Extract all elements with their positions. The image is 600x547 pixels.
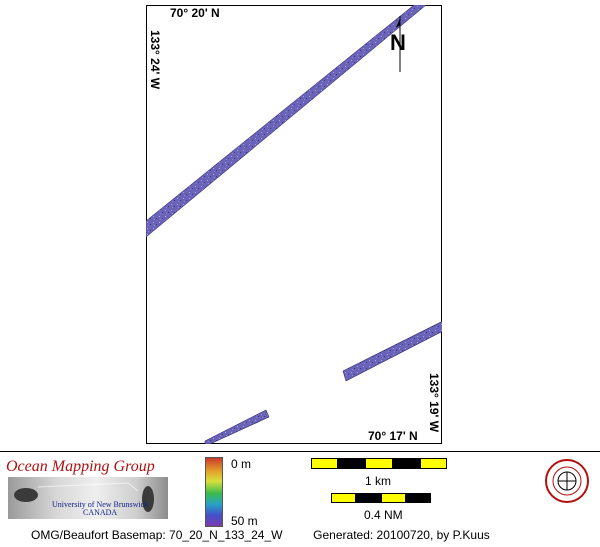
right-longitude-label: 133° 19' W	[427, 373, 441, 433]
seal-icon	[545, 459, 589, 503]
north-label: N	[390, 30, 406, 55]
seafloor-logo-image	[8, 477, 168, 519]
map-caption: OMG/Beaufort Basemap: 70_20_N_133_24_W G…	[31, 528, 490, 542]
university-line1: University of New Brunswick	[52, 500, 149, 509]
scale-segment	[381, 493, 406, 503]
bottom-latitude-label: 70° 17' N	[368, 429, 418, 443]
depth-color-bar	[205, 457, 223, 527]
scale-bar-km	[311, 458, 447, 469]
left-longitude-label: 133° 24' W	[148, 30, 162, 90]
organization-title: Ocean Mapping Group	[6, 458, 155, 475]
scale-km-label: 1 km	[365, 474, 392, 488]
top-latitude-label: 70° 20' N	[170, 6, 220, 20]
scale-segment	[331, 493, 356, 503]
seafloor-relief-icon	[14, 482, 154, 512]
survey-swath-lower	[342, 321, 442, 382]
north-arrow: N	[389, 12, 411, 74]
north-arrow-icon	[396, 16, 401, 72]
scale-segment	[338, 458, 366, 469]
university-line2: CANADA	[82, 508, 118, 517]
depth-bottom-label: 50 m	[231, 514, 258, 528]
bathymetry-map	[146, 5, 442, 444]
depth-top-label: 0 m	[231, 457, 252, 471]
map-frame	[146, 5, 442, 444]
scale-nm-label: 0.4 NM	[364, 508, 403, 522]
scale-segment	[311, 458, 339, 469]
scale-segment	[392, 458, 420, 469]
scale-segment	[365, 458, 393, 469]
survey-swath-bottom	[204, 409, 270, 444]
scale-segment	[406, 493, 431, 503]
scale-bar-nm	[331, 493, 431, 503]
footer-divider	[0, 451, 600, 452]
scale-segment	[419, 458, 447, 469]
scale-segment	[356, 493, 381, 503]
omg-seal	[544, 458, 590, 504]
university-text: University of New Brunswick CANADA	[52, 501, 148, 517]
survey-swath-main	[146, 5, 427, 238]
generated-caption: Generated: 20100720, by P.Kuus	[313, 528, 490, 542]
basemap-caption: OMG/Beaufort Basemap: 70_20_N_133_24_W	[31, 528, 283, 542]
